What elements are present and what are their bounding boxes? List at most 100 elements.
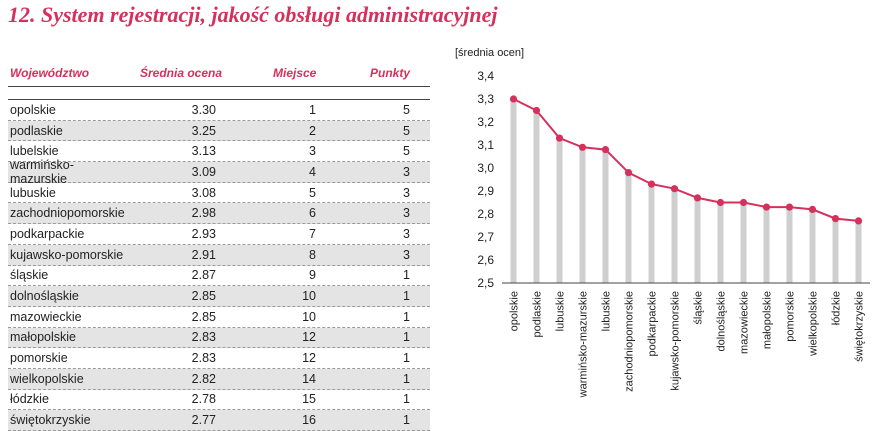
bar [763, 207, 770, 283]
cell-srednia-ocena: 2.98 [191, 206, 216, 221]
cell-wojewodztwo: lubuskie [10, 185, 56, 200]
cell-srednia-ocena: 3.30 [191, 102, 216, 117]
x-tick-label: lubuskie [601, 291, 613, 331]
data-point [739, 198, 748, 207]
y-tick-label: 2,9 [477, 184, 494, 198]
cell-srednia-ocena: 3.25 [191, 123, 216, 138]
bar [556, 138, 563, 283]
cell-miejsce: 7 [309, 226, 316, 241]
x-tick-label: pomorskie [785, 291, 797, 342]
ratings-chart: [średnia ocen] 2,5 2,6 2,7 2,8 2,9 3,0 3,1 3,2 3,… [455, 47, 870, 398]
cell-wojewodztwo: zachodniopomorskie [10, 206, 125, 221]
table-row: pomorskie 2.83 12 1 [8, 348, 430, 369]
y-axis-label: [średnia ocen] [455, 47, 524, 59]
cell-miejsce: 16 [302, 413, 316, 428]
cell-wojewodztwo: kujawsko-pomorskie [10, 247, 124, 262]
x-tick-label: mazowieckie [739, 291, 751, 354]
cell-miejsce: 12 [302, 351, 316, 366]
cell-wojewodztwo: lubelskie [10, 144, 59, 159]
data-point [693, 194, 702, 202]
y-tick-label: 2,7 [477, 230, 494, 244]
cell-wojewodztwo: opolskie [10, 102, 56, 117]
cell-miejsce: 2 [309, 123, 316, 138]
cell-punkty: 5 [403, 102, 410, 117]
table-row: śląskie 2.87 9 1 [8, 266, 430, 287]
cell-miejsce: 10 [302, 309, 316, 324]
cell-punkty: 5 [403, 123, 410, 138]
table-row: warmińsko-mazurskie 3.09 4 3 [8, 158, 430, 186]
cell-miejsce: 8 [309, 247, 316, 262]
table-row: łódzkie 2.78 15 1 [8, 390, 430, 411]
cell-srednia-ocena: 2.83 [191, 351, 216, 366]
cell-srednia-ocena: 2.91 [191, 247, 216, 262]
cell-miejsce: 6 [309, 206, 316, 221]
header-punkty: Punkty [369, 66, 410, 80]
data-point [854, 217, 863, 225]
x-tick-label: małopolskie [762, 291, 774, 349]
data-point [716, 198, 725, 207]
cell-punkty: 1 [403, 330, 410, 345]
y-tick-label: 3,0 [477, 161, 494, 175]
x-tick-label: warmińsko-mazurskie [578, 291, 590, 398]
cell-punkty: 1 [403, 351, 410, 366]
y-tick-label: 3,2 [477, 115, 494, 129]
series-line [513, 98, 859, 222]
bar [786, 207, 793, 283]
cell-wojewodztwo: wielkopolskie [10, 371, 84, 386]
x-tick-label: łódzkie [831, 291, 843, 325]
x-tick-label: opolskie [509, 291, 521, 331]
table-row: świętokrzyskie 2.77 16 1 [8, 410, 430, 431]
bar [510, 99, 517, 283]
x-tick-label: podkarpackie [647, 291, 659, 356]
cell-wojewodztwo: mazowieckie [10, 309, 82, 324]
table-row: podkarpackie 2.93 7 3 [8, 224, 430, 245]
y-tick-label: 3,1 [477, 138, 494, 152]
cell-punkty: 3 [403, 247, 410, 262]
cell-srednia-ocena: 2.83 [191, 330, 216, 345]
cell-punkty: 1 [403, 392, 410, 407]
cell-miejsce: 3 [309, 144, 316, 159]
table-row: opolskie 3.30 1 5 [8, 100, 430, 121]
cell-punkty: 3 [403, 206, 410, 221]
data-point [555, 134, 564, 142]
table-body: opolskie 3.30 1 5 podlaskie 3.25 2 5 lubelskie 3.… [8, 99, 430, 431]
cell-srednia-ocena: 3.09 [191, 164, 216, 179]
cell-miejsce: 14 [302, 371, 316, 386]
x-tick-label: śląskie [693, 291, 705, 325]
cell-srednia-ocena: 2.85 [191, 289, 216, 304]
table-row: podlaskie 3.25 2 5 [8, 120, 430, 142]
cell-srednia-ocena: 2.93 [191, 226, 216, 241]
bar [809, 209, 816, 283]
table-row: lubelskie 3.13 3 5 [8, 141, 430, 163]
cell-punkty: 1 [403, 413, 410, 428]
cell-miejsce: 9 [309, 268, 316, 283]
cell-punkty: 5 [403, 144, 410, 159]
cell-wojewodztwo: dolnośląskie [10, 289, 79, 304]
y-tick-label: 2,8 [477, 207, 494, 221]
header-srednia-ocena: Średnia ocena [140, 66, 223, 80]
data-point [624, 169, 633, 177]
x-tick-label: podlaskie [532, 291, 544, 337]
x-tick-label: kujawsko-pomorskie [670, 291, 682, 391]
cell-srednia-ocena: 3.08 [191, 185, 216, 200]
cell-wojewodztwo: pomorskie [10, 351, 68, 366]
bar [579, 147, 586, 283]
bar [602, 149, 609, 283]
cell-miejsce: 12 [302, 330, 316, 345]
table-row: wielkopolskie 2.82 14 1 [8, 368, 430, 390]
cell-miejsce: 10 [302, 289, 316, 304]
cell-punkty: 1 [403, 289, 410, 304]
header-miejsce: Miejsce [273, 66, 317, 80]
data-point [601, 146, 610, 154]
table-row: kujawsko-pomorskie 2.91 8 3 [8, 244, 430, 266]
cell-wojewodztwo: świętokrzyskie [10, 413, 91, 428]
bar [740, 202, 747, 283]
data-point [578, 143, 587, 151]
table-header: Województwo Średnia ocena Miejsce Punkty [8, 60, 430, 87]
x-tick-label: świętokrzyskie [854, 291, 866, 362]
x-tick-label: wielkopolskie [808, 291, 820, 357]
cell-punkty: 1 [403, 309, 410, 324]
cell-miejsce: 1 [309, 102, 316, 117]
y-tick-label: 2,5 [477, 276, 494, 290]
data-point [670, 185, 679, 193]
